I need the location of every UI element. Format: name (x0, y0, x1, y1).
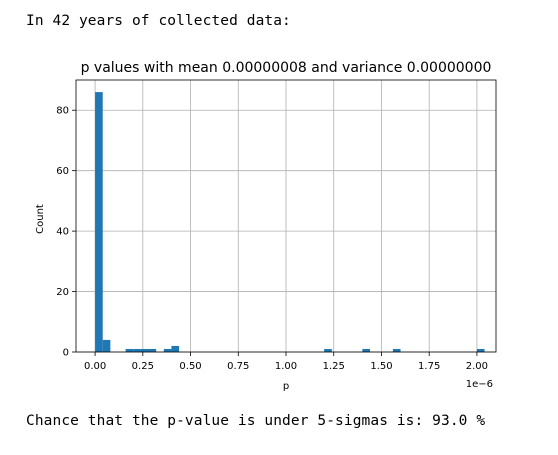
histogram-bar (324, 348, 332, 352)
y-axis-label: Count (35, 204, 46, 234)
axis-ticks: 0.00 0.25 0.50 0.75 1.00 1.25 1.50 1.75 2.00 0 20 4… (56, 106, 488, 372)
histogram-bar (171, 345, 180, 352)
y-tick-label: 60 (56, 166, 69, 177)
histogram-bar (163, 348, 172, 352)
x-tick-label: 1.75 (418, 361, 440, 372)
x-tick-label: 0.25 (132, 361, 154, 372)
y-tick-label: 20 (56, 287, 69, 298)
histogram-bar (133, 348, 141, 352)
output-line-summary: In 42 years of collected data: (26, 13, 291, 29)
x-tick-label: 1.50 (370, 361, 392, 372)
x-tick-label: 0.50 (179, 361, 201, 372)
histogram-bar (95, 92, 103, 352)
chart-title: p values with mean 0.00000008 and varian… (81, 60, 492, 76)
x-tick-label: 2.00 (466, 361, 488, 372)
histogram-bar (102, 339, 111, 352)
x-tick-label: 1.25 (323, 361, 345, 372)
histogram-bars (95, 92, 485, 352)
x-axis-offset-text: 1e−6 (466, 379, 493, 390)
histogram-bar (392, 348, 401, 352)
histogram-bar (362, 348, 370, 352)
histogram-bar (125, 348, 134, 352)
output-line-result: Chance that the p-value is under 5-sigma… (26, 413, 486, 429)
histogram-bar (476, 348, 485, 352)
y-tick-label: 0 (63, 348, 69, 359)
histogram-bar (148, 348, 157, 352)
x-tick-label: 0.75 (227, 361, 249, 372)
x-axis-label: p (283, 381, 289, 392)
x-tick-label: 0.00 (84, 361, 106, 372)
x-tick-label: 1.00 (275, 361, 297, 372)
y-tick-label: 80 (56, 106, 69, 117)
y-tick-label: 40 (56, 227, 69, 238)
histogram-bar (140, 348, 149, 352)
